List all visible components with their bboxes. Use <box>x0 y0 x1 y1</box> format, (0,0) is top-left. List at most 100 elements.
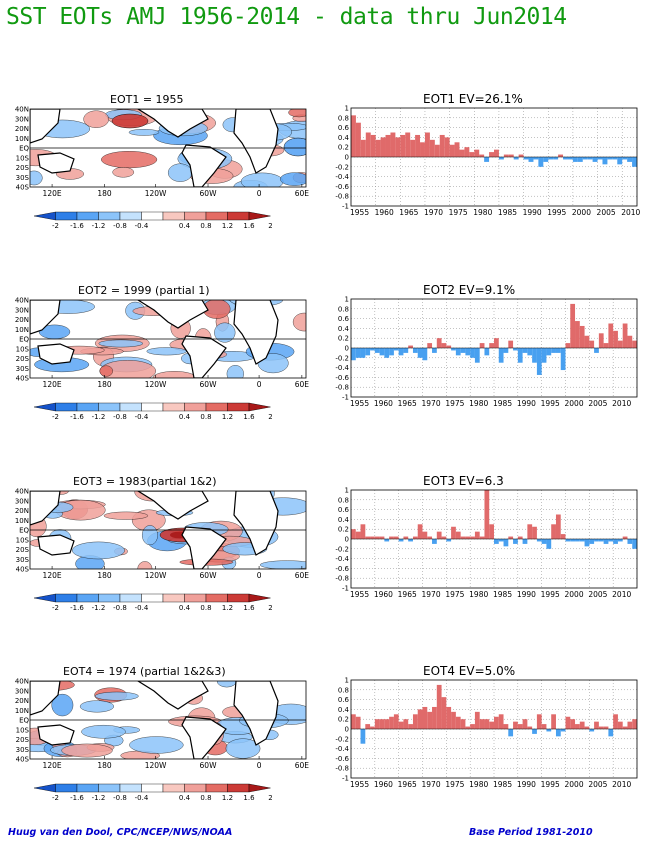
continent <box>233 681 279 746</box>
bar <box>408 345 413 348</box>
main-title: SST EOTs AMJ 1956-2014 - data thru Jun20… <box>6 4 567 30</box>
bar <box>603 539 609 544</box>
y-tick-label: -1 <box>342 585 349 593</box>
lat-label: 30S <box>16 746 30 754</box>
bar <box>517 724 523 729</box>
bar <box>398 539 404 542</box>
bar <box>548 157 554 160</box>
bar <box>589 340 595 348</box>
bar <box>474 531 480 539</box>
colorbar-label: -2 <box>52 794 59 802</box>
x-tick-label: 2010 <box>612 780 631 789</box>
bar <box>470 724 475 729</box>
bar <box>546 539 552 549</box>
bar <box>567 157 573 160</box>
colorbar-segment <box>227 593 250 603</box>
bar <box>355 122 361 157</box>
bar <box>536 348 542 375</box>
x-tick-label: 1975 <box>445 590 464 599</box>
bar <box>365 348 371 356</box>
y-tick-label: -0.4 <box>335 555 349 563</box>
bar <box>522 539 528 544</box>
x-tick-label: 1975 <box>445 399 464 408</box>
bar <box>412 348 418 353</box>
lon-label: 180 <box>97 189 112 198</box>
colorbar-label: 0.8 <box>200 413 211 421</box>
colorbar-label: -1.6 <box>70 604 84 612</box>
bar <box>441 343 447 348</box>
bar <box>444 137 450 157</box>
bar <box>565 716 571 729</box>
bar <box>351 115 356 157</box>
anomaly-blob <box>103 511 149 520</box>
bar <box>579 721 585 729</box>
bar <box>622 323 628 348</box>
bar <box>451 526 456 539</box>
colorbar-segment <box>205 402 228 412</box>
bar <box>589 539 595 544</box>
y-tick-label: 0.6 <box>338 124 350 132</box>
colorbar-segment <box>248 783 271 793</box>
y-tick-label: 1 <box>345 487 349 495</box>
lat-label: 40S <box>16 566 30 574</box>
colorbar-label: 0.4 <box>179 222 191 230</box>
lat-label: 20S <box>16 736 30 744</box>
continent <box>30 681 61 716</box>
bar <box>584 726 590 729</box>
bar <box>432 706 437 729</box>
x-tick-label: 1955 <box>350 399 369 408</box>
bar <box>400 134 406 157</box>
colorbar-segment <box>76 211 99 221</box>
y-tick-label: 0.8 <box>338 496 349 504</box>
colorbar-segment <box>55 211 78 221</box>
anomaly-blob <box>111 113 149 129</box>
x-tick-label: 1990 <box>517 399 536 408</box>
colorbar: -2 -1.6 -1.2 -0.8 -0.4 0.4 0.8 1.2 1.6 2 <box>33 593 273 612</box>
anomaly-blob <box>101 151 158 169</box>
x-tick-label: 1980 <box>469 780 488 789</box>
x-tick-label: 1975 <box>445 780 464 789</box>
colorbar-label: -1.6 <box>70 413 84 421</box>
bar <box>405 132 411 157</box>
bar <box>494 338 499 348</box>
lon-label: 0 <box>257 761 262 770</box>
bar <box>365 536 371 539</box>
y-tick-label: 0.6 <box>338 696 350 704</box>
lat-label: 20N <box>15 125 29 133</box>
bar <box>389 716 394 729</box>
bar <box>370 134 376 157</box>
colorbar-segment <box>141 211 164 221</box>
bar <box>532 526 537 539</box>
colorbar-segment <box>33 211 56 221</box>
bar <box>627 539 633 544</box>
bar <box>355 348 361 358</box>
colorbar-label: 0.4 <box>179 794 191 802</box>
bar <box>489 343 494 348</box>
bar <box>592 157 598 162</box>
y-tick-label: 0.2 <box>338 716 349 724</box>
bar <box>412 714 418 729</box>
bar <box>575 539 580 542</box>
continent <box>37 534 75 556</box>
credit-right: Base Period 1981-2010 <box>469 827 593 838</box>
colorbar-segment <box>162 783 185 793</box>
lon-label: 120W <box>145 571 167 580</box>
lat-label: 10S <box>16 726 30 734</box>
bar <box>594 539 599 542</box>
bar <box>532 729 537 734</box>
bar <box>465 726 471 729</box>
map-title: EOT3 = 1983(partial 1&2) <box>73 475 217 488</box>
lat-label: 10N <box>15 135 29 143</box>
bar <box>498 157 504 160</box>
lon-label: 60W <box>200 380 218 389</box>
colorbar-label: -1.6 <box>70 222 84 230</box>
continent <box>136 681 209 710</box>
colorbar-label: 0.8 <box>200 604 211 612</box>
bar <box>603 726 609 729</box>
bar <box>479 343 485 348</box>
colorbar-segment <box>76 783 99 793</box>
